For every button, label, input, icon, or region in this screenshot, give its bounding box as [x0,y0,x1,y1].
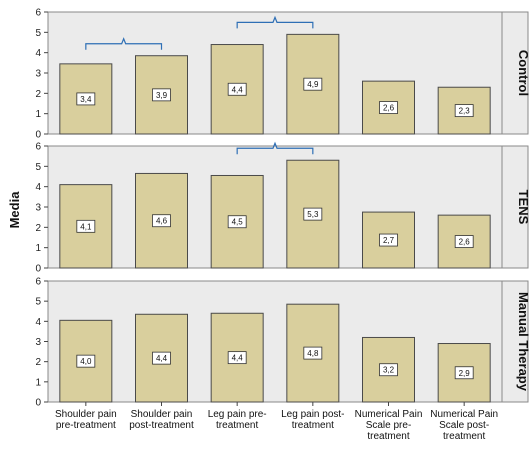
data-label-box [227,215,247,229]
data-label: 4,9 [307,80,319,89]
data-label: 4,4 [232,85,244,94]
data-label: 4,1 [80,222,92,231]
data-label: 4,4 [156,354,168,363]
data-label-box [76,354,96,368]
data-label-box [303,77,323,91]
data-label-box [379,101,398,114]
panel-tens: TENS 0 1 2 3 4 5 6 4,1 4,6 4,5 5,3 2,7 2,6 [35,142,529,275]
data-label: 3,4 [80,95,92,104]
y-tick-label: 4 [35,317,41,328]
data-label-box [303,207,323,221]
significance-bracket [85,37,163,50]
data-label-box [152,351,171,365]
y-tick-label: 0 [35,130,41,141]
y-tick-label: 2 [35,357,41,368]
category-label: Shoulder pain pre-treatment [55,409,117,431]
data-label: 2,6 [459,238,471,247]
category-label-line: Scale pre- [366,420,412,431]
data-label-box [76,219,96,233]
data-label-box [227,351,247,365]
y-tick-label: 3 [35,69,41,80]
panel-label: TENS [516,190,529,225]
data-label-box [454,104,474,118]
y-tick-label: 4 [35,48,41,59]
y-tick-label: 0 [35,398,41,409]
data-label: 4,0 [80,357,92,366]
y-tick-label: 1 [35,243,41,254]
data-label-box [152,214,171,228]
data-label: 4,6 [156,217,168,226]
y-tick-label: 6 [35,8,41,19]
category-label-line: post-treatment [129,420,194,431]
y-tick-label: 1 [35,109,41,120]
category-label-line: Shoulder pain [55,409,117,420]
category-label: Numerical Pain Scale post-treatment [430,409,498,442]
data-label-box [303,346,323,360]
data-label-box [454,366,474,380]
y-tick-label: 2 [35,223,41,234]
chart-panels: Control 0 1 2 3 4 5 6 3,4 3,9 4,4 4,9 2,6 2,3 TENS 0 1 2 3… [35,8,529,409]
data-label: 2,6 [383,104,395,113]
category-label-line: treatment [367,431,409,442]
category-label-line: treatment [216,420,258,431]
y-axis-label: Media [7,191,22,229]
y-tick-label: 3 [35,337,41,348]
panel-label: Control [516,50,529,96]
category-label-line: Scale post- [439,420,489,431]
data-label-box [152,88,171,102]
data-label-box [227,82,247,96]
category-label-line: treatment [292,420,334,431]
y-tick-label: 5 [35,28,41,39]
data-label-box [76,92,96,106]
data-label: 4,4 [232,354,244,363]
data-label: 3,9 [156,91,168,100]
panel-label: Manual Therapy [516,292,529,392]
y-tick-label: 5 [35,162,41,173]
panel-background [47,145,503,269]
data-label: 2,9 [459,369,471,378]
panel-strip [501,280,529,403]
y-tick-label: 4 [35,182,41,193]
category-label: Leg pain post-treatment [281,409,344,431]
panel-strip [501,11,529,135]
y-tick-label: 0 [35,264,41,275]
category-label: Leg pain pre-treatment [208,409,267,431]
data-label: 4,5 [232,218,244,227]
category-label-line: Leg pain pre- [208,409,267,420]
data-label-box [379,363,398,377]
panel-strip [501,145,529,269]
y-tick-label: 6 [35,142,41,153]
category-label-line: Numerical Pain [430,409,498,420]
category-label: Numerical Pain Scale pre-treatment [355,409,423,442]
significance-bracket [236,15,314,29]
panel-control: Control 0 1 2 3 4 5 6 3,4 3,9 4,4 4,9 2,6 2,3 [35,8,529,141]
data-label-box [379,233,398,247]
category-label-line: Shoulder pain [131,409,193,420]
panel-manual-therapy: Manual Therapy 0 1 2 3 4 5 6 4,0 4,4 4,4 4,8 3,2 2,9 [35,277,529,409]
data-label-box [454,235,474,248]
data-label: 5,3 [307,210,319,219]
panel-background [47,280,503,403]
y-tick-label: 3 [35,203,41,214]
category-label: Shoulder pain post-treatment [129,409,194,431]
category-label-line: pre-treatment [56,420,116,431]
panel-background [47,11,503,135]
data-label: 4,8 [307,349,319,358]
data-label: 2,3 [459,107,471,116]
data-label: 3,2 [383,366,395,375]
y-tick-label: 1 [35,377,41,388]
data-label: 2,7 [383,236,395,245]
y-tick-label: 6 [35,277,41,288]
significance-bracket [236,141,314,155]
category-label-line: treatment [443,431,485,442]
category-label-line: Numerical Pain [355,409,423,420]
y-tick-label: 5 [35,297,41,308]
category-label-line: Leg pain post- [281,409,344,420]
y-tick-label: 2 [35,89,41,100]
